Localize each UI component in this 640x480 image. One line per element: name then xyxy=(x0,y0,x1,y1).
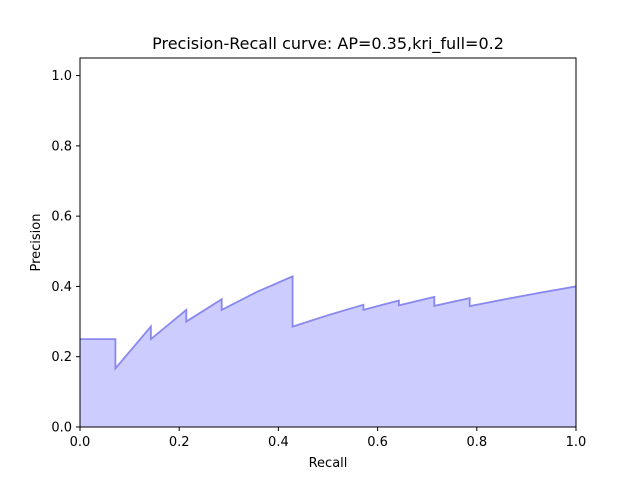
x-axis: 0.0 0.2 0.4 0.6 0.8 1.0 xyxy=(70,427,587,450)
x-tick-label: 0.6 xyxy=(367,435,388,450)
y-tick-label: 0.8 xyxy=(51,139,72,154)
x-axis-label: Recall xyxy=(309,456,348,471)
x-tick-label: 0.0 xyxy=(70,435,91,450)
chart-title: Precision-Recall curve: AP=0.35,kri_full… xyxy=(152,34,504,54)
y-tick-label: 0.6 xyxy=(51,210,72,225)
x-tick-label: 0.4 xyxy=(268,435,289,450)
y-axis-label: Precision xyxy=(29,213,44,271)
pr-curve-line xyxy=(80,275,577,371)
x-tick-label: 0.2 xyxy=(169,435,190,450)
y-axis: 0.0 0.2 0.4 0.6 0.8 1.0 xyxy=(51,69,80,436)
y-tick-label: 0.0 xyxy=(51,421,72,436)
y-tick-label: 0.2 xyxy=(51,350,72,365)
y-tick-label: 1.0 xyxy=(51,69,72,84)
plot-area xyxy=(80,275,577,427)
x-tick-label: 1.0 xyxy=(566,435,587,450)
pr-area-fill xyxy=(80,276,576,427)
x-tick-label: 0.8 xyxy=(466,435,487,450)
axes-frame xyxy=(79,57,577,428)
y-tick-label: 0.4 xyxy=(51,280,72,295)
